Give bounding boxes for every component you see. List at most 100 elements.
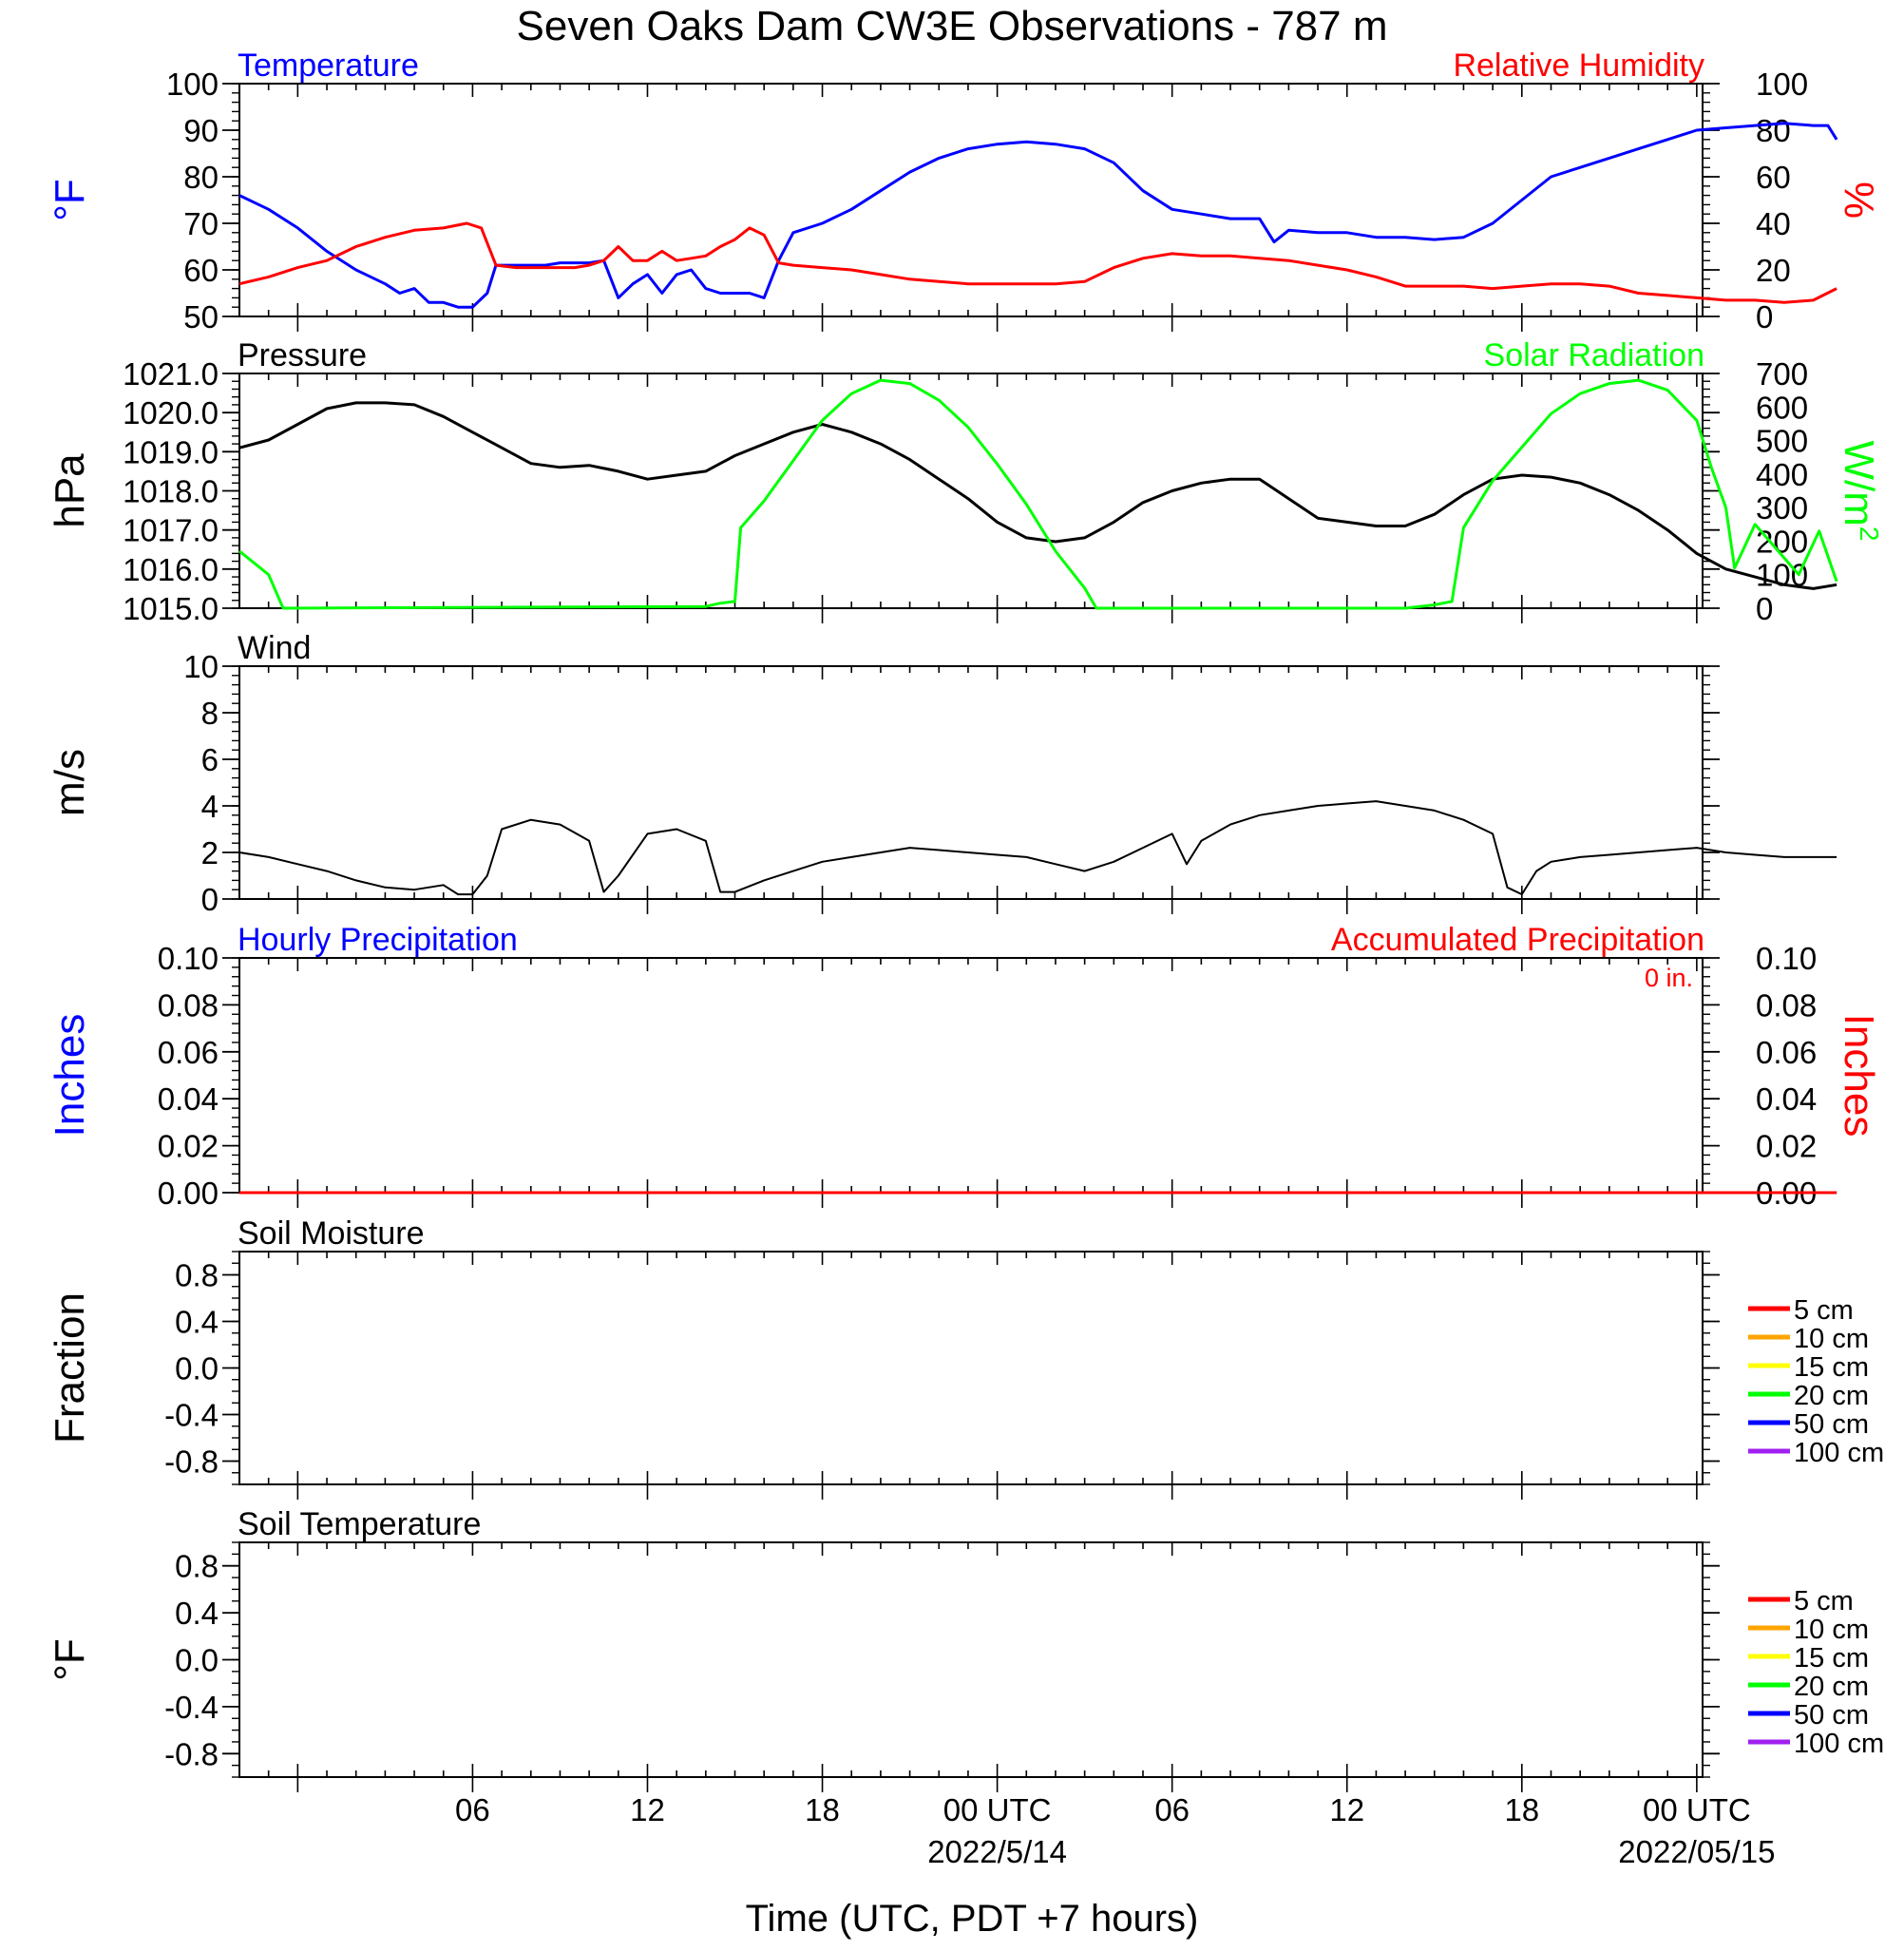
right-y-axis-label-superscript: 2 bbox=[1855, 526, 1884, 542]
y-tick-label: 4 bbox=[201, 789, 219, 824]
legend-label: 100 cm bbox=[1794, 1729, 1884, 1759]
y-right-tick-label: 100 bbox=[1756, 67, 1808, 102]
panel-temp_rh: 50 60 70 80 90 100 0 20 40 60 80 100 Temperature Rela… bbox=[47, 48, 1882, 335]
legend-label: 20 cm bbox=[1794, 1672, 1869, 1702]
y-tick-label: 0.06 bbox=[158, 1035, 219, 1070]
y-tick-label: -0.4 bbox=[164, 1690, 219, 1725]
y-right-tick-label: 20 bbox=[1756, 253, 1791, 288]
accumulated-value-text: 0 in. bbox=[1645, 964, 1693, 992]
series-line-temperature bbox=[238, 122, 1838, 309]
y-right-tick-label: 0.08 bbox=[1756, 987, 1817, 1023]
y-right-tick-label: 0.10 bbox=[1756, 941, 1817, 976]
panel-left-title: Hourly Precipitation bbox=[238, 922, 518, 958]
y-tick-label: 2 bbox=[201, 835, 219, 870]
y-right-tick-label: 0 bbox=[1756, 299, 1773, 335]
chart-title: Seven Oaks Dam CW3E Observations - 787 m bbox=[517, 3, 1388, 49]
y-right-tick-label: 0.02 bbox=[1756, 1129, 1817, 1164]
panel-right-title: Relative Humidity bbox=[1453, 48, 1704, 84]
y-tick-label: 60 bbox=[183, 253, 219, 288]
legend-label: 50 cm bbox=[1794, 1700, 1869, 1731]
x-tick-label: 00 UTC bbox=[943, 1792, 1052, 1827]
y-tick-label: 0.02 bbox=[158, 1129, 219, 1164]
y-right-tick-label: 80 bbox=[1756, 113, 1791, 148]
panel-left-title: Soil Temperature bbox=[238, 1506, 481, 1542]
y-tick-label: 1015.0 bbox=[123, 591, 219, 626]
left-y-axis-label: °F bbox=[47, 1638, 93, 1680]
y-tick-label: 0.4 bbox=[175, 1305, 219, 1340]
legend-label: 100 cm bbox=[1794, 1438, 1884, 1468]
y-tick-label: 1017.0 bbox=[123, 513, 219, 548]
y-right-tick-label: 600 bbox=[1756, 390, 1808, 425]
panel-left-title: Pressure bbox=[238, 337, 367, 373]
right-y-axis-label: Inches bbox=[1836, 1014, 1882, 1138]
y-tick-label: 1016.0 bbox=[123, 552, 219, 587]
legend-label: 5 cm bbox=[1794, 1295, 1854, 1326]
y-tick-label: 0 bbox=[201, 882, 219, 917]
y-tick-label: 1018.0 bbox=[123, 474, 219, 509]
y-tick-label: 6 bbox=[201, 742, 219, 777]
right-y-axis-label: W/m2 bbox=[1836, 441, 1884, 542]
y-tick-label: 100 bbox=[166, 67, 219, 102]
y-tick-label: 0.04 bbox=[158, 1081, 219, 1117]
left-y-axis-label: m/s bbox=[47, 749, 93, 816]
y-tick-label: 90 bbox=[183, 113, 219, 148]
legend-label: 50 cm bbox=[1794, 1409, 1869, 1440]
x-tick-label: 18 bbox=[1504, 1792, 1539, 1827]
x-tick-label: 18 bbox=[805, 1792, 840, 1827]
panel-pressure_solar: 1015.0 1016.0 1017.0 1018.0 1019.0 1020.01021… bbox=[47, 337, 1884, 626]
panel-right-title: Solar Radiation bbox=[1484, 337, 1704, 373]
y-right-tick-label: 400 bbox=[1756, 457, 1808, 492]
x-tick-label: 06 bbox=[1154, 1792, 1190, 1827]
y-tick-label: 0.4 bbox=[175, 1596, 219, 1631]
panel-left-title: Temperature bbox=[238, 48, 419, 84]
legend-label: 10 cm bbox=[1794, 1615, 1869, 1645]
series-line-relative-humidity bbox=[238, 221, 1837, 304]
panel-soil_moisture: -0.8 -0.4 0.0 0.4 0.8 Soil Moisture Fraction 5 … bbox=[47, 1215, 1884, 1500]
y-tick-label: 0.0 bbox=[175, 1643, 219, 1678]
y-right-tick-label: 60 bbox=[1756, 160, 1791, 195]
y-right-tick-label: 500 bbox=[1756, 424, 1808, 459]
x-tick-label: 00 UTC bbox=[1643, 1792, 1751, 1827]
y-tick-label: 0.8 bbox=[175, 1549, 219, 1584]
legend-label: 20 cm bbox=[1794, 1381, 1869, 1411]
y-tick-label: 0.0 bbox=[175, 1351, 219, 1387]
left-y-axis-label: hPa bbox=[47, 453, 93, 528]
y-tick-label: 1020.0 bbox=[123, 395, 219, 430]
panel-left-title: Soil Moisture bbox=[238, 1215, 425, 1252]
y-tick-label: -0.4 bbox=[164, 1398, 219, 1433]
y-tick-label: 0.00 bbox=[158, 1176, 219, 1211]
x-tick-label: 12 bbox=[1329, 1792, 1364, 1827]
x-tick-label: 12 bbox=[630, 1792, 665, 1827]
x-date-label: 2022/05/15 bbox=[1618, 1834, 1775, 1869]
x-axis-label: Time (UTC, PDT +7 hours) bbox=[746, 1898, 1199, 1940]
legend-label: 5 cm bbox=[1794, 1586, 1854, 1616]
y-right-tick-label: 700 bbox=[1756, 356, 1808, 392]
y-right-tick-label: 40 bbox=[1756, 206, 1791, 241]
legend-label: 15 cm bbox=[1794, 1352, 1869, 1383]
y-tick-label: 0.10 bbox=[158, 941, 219, 976]
y-tick-label: 0.8 bbox=[175, 1258, 219, 1293]
panel-frame bbox=[238, 665, 1704, 900]
y-tick-label: 0.08 bbox=[158, 987, 219, 1023]
y-tick-label: 80 bbox=[183, 160, 219, 195]
legend-label: 10 cm bbox=[1794, 1324, 1869, 1354]
panel-right-title: Accumulated Precipitation bbox=[1331, 922, 1704, 958]
y-right-tick-label: 0.04 bbox=[1756, 1081, 1817, 1117]
left-y-axis-label: °F bbox=[47, 179, 93, 220]
panel-wind: 0 2 4 6 8 10 Wind m/s bbox=[47, 630, 1837, 917]
y-tick-label: 8 bbox=[201, 696, 219, 731]
legend-label: 15 cm bbox=[1794, 1643, 1869, 1674]
x-tick-label: 06 bbox=[455, 1792, 490, 1827]
y-tick-label: 50 bbox=[183, 299, 219, 335]
y-tick-label: 1021.0 bbox=[123, 356, 219, 392]
y-tick-label: 10 bbox=[183, 649, 219, 684]
panel-frame bbox=[238, 83, 1704, 317]
y-tick-label: 70 bbox=[183, 206, 219, 241]
series-line-solar-radiation bbox=[238, 378, 1838, 610]
y-tick-label: 1019.0 bbox=[123, 434, 219, 469]
series-line-wind bbox=[238, 800, 1837, 896]
y-right-tick-label: 0 bbox=[1756, 591, 1773, 626]
